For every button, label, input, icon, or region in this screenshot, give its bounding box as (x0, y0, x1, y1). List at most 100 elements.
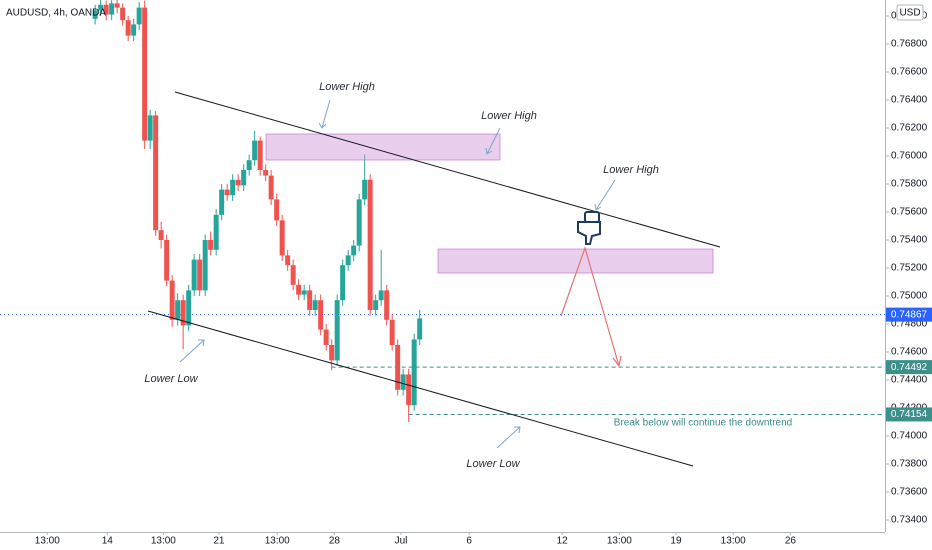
y-tick-label: 0.74800 (891, 319, 928, 330)
price-label: 0.74867 (891, 309, 928, 320)
candle-body (312, 300, 318, 310)
y-tick-label: 0.74000 (891, 431, 928, 442)
projection-path (560, 246, 620, 367)
y-tick-label: 0.76200 (891, 123, 928, 134)
x-tick-label: 26 (785, 536, 797, 547)
candle-body (98, 4, 104, 11)
projection-arrowhead (612, 355, 622, 368)
annotation: Lower High (481, 110, 537, 122)
candle-body (378, 290, 384, 301)
candle-body (92, 10, 98, 19)
annotation: Lower High (319, 81, 375, 93)
annotation: Lower Low (144, 373, 198, 385)
candle-body (169, 280, 175, 320)
candle-body (120, 7, 126, 21)
candle-body (147, 115, 153, 141)
currency-box (896, 4, 924, 21)
candle-body (180, 300, 186, 326)
y-tick-label: 0.75600 (891, 207, 928, 218)
candle-body (202, 240, 208, 291)
candle-body (296, 284, 302, 295)
x-tick-label: 13:00 (607, 536, 632, 547)
y-tick-label: 0.74400 (891, 375, 928, 386)
candle-body (213, 214, 219, 250)
candle-body (351, 245, 357, 256)
candle-body (268, 175, 274, 200)
candle-body (175, 300, 181, 320)
y-tick-label: 0.75800 (891, 179, 928, 190)
x-tick-label: 19 (670, 536, 682, 547)
candle-body (191, 259, 197, 291)
candle-body (285, 255, 291, 266)
candle-body (208, 240, 214, 250)
x-tick-label: 21 (213, 536, 225, 547)
trend-line (147, 310, 694, 467)
x-tick-label: 13:00 (151, 536, 176, 547)
candle-body (246, 160, 252, 170)
y-tick-label: 0.73800 (891, 459, 928, 470)
price-label-box (886, 407, 932, 422)
candle-body (164, 240, 170, 281)
candle-body (125, 20, 131, 36)
candle-body (257, 140, 263, 170)
candle-body (109, 3, 115, 15)
candle-body (356, 199, 362, 246)
x-tick-label: 13:00 (721, 536, 746, 547)
y-tick-label: 0.76600 (891, 67, 928, 78)
x-tick-label: 6 (466, 536, 472, 547)
candle-body (186, 290, 192, 326)
y-tick-label: 0.73400 (891, 515, 928, 526)
candle-body (411, 339, 417, 406)
candle-body (318, 300, 324, 330)
currency: USD (899, 8, 920, 19)
candle-body (395, 345, 401, 390)
resistance-zone (437, 248, 714, 274)
candle-body (329, 345, 335, 361)
y-tick-label: 0.75200 (891, 263, 928, 274)
candle-body (279, 220, 285, 256)
y-tick-label: 0.76800 (891, 39, 928, 50)
candle-body (197, 259, 203, 291)
candle-body (400, 374, 406, 390)
annotation: Break below will continue the downtrend (614, 418, 792, 429)
candle-body (389, 319, 395, 345)
x-tick-label: 13:00 (265, 536, 290, 547)
y-tick-label: 0.73600 (891, 487, 928, 498)
price-label: 0.74154 (891, 409, 928, 420)
x-tick-label: 12 (557, 536, 569, 547)
candle-body (252, 140, 258, 161)
candle-body (384, 290, 390, 320)
candle-body (136, 7, 142, 25)
candle-body (230, 179, 236, 196)
candle-body (158, 230, 164, 240)
candle-body (334, 300, 340, 361)
x-tick-label: 13:00 (35, 536, 60, 547)
candle-body (340, 265, 346, 301)
y-tick-label: 0.76000 (891, 151, 928, 162)
candle-body (301, 290, 307, 295)
y-tick-label: 0.74600 (891, 347, 928, 358)
price-label-box (886, 307, 932, 322)
annotation-arrows (179, 99, 616, 449)
candle-body (406, 374, 412, 406)
candle-body (345, 255, 351, 266)
annotation: Lower High (603, 164, 659, 176)
candle-body (241, 170, 247, 186)
candle-body (142, 7, 148, 141)
candle-body (224, 189, 230, 196)
hand-icon (577, 211, 601, 245)
candle-body (131, 24, 137, 36)
y-tick-label: 0.75000 (891, 291, 928, 302)
axes: 0.734000.736000.738000.740000.742000.744… (35, 11, 932, 547)
candle-body (235, 179, 241, 186)
price-label: 0.74492 (891, 362, 928, 373)
candle-body (362, 179, 368, 200)
candle-body (367, 179, 373, 310)
candle-body (103, 4, 109, 15)
candles (92, 0, 423, 422)
candle-body (219, 189, 225, 215)
chart-title: AUDUSD, 4h, OANDA (6, 8, 106, 19)
y-tick-label: 0.76400 (891, 95, 928, 106)
